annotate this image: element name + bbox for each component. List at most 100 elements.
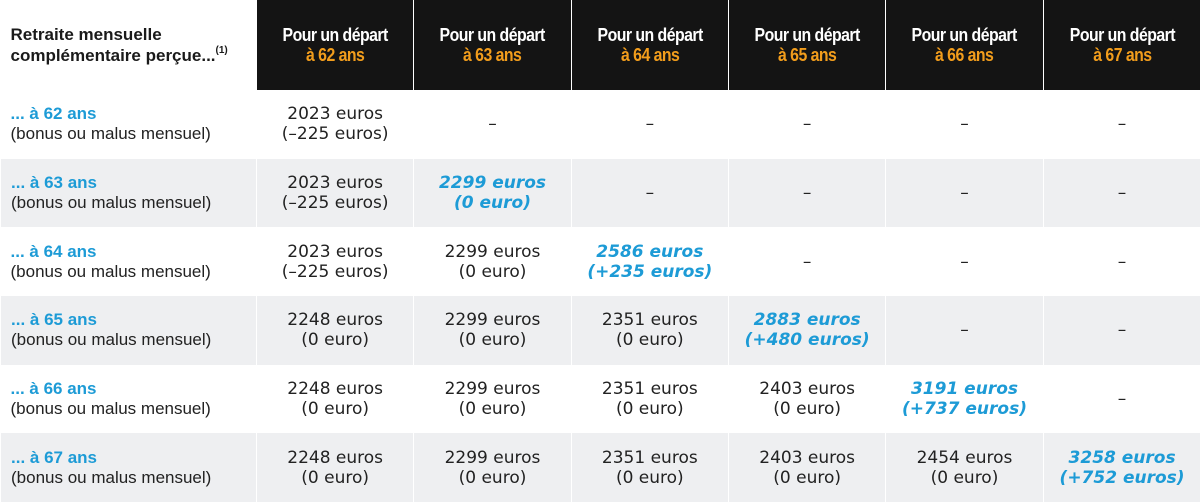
table-cell: 2023 euros (–225 euros): [255, 158, 414, 228]
corner-title-line2: complémentaire perçue...: [10, 46, 216, 65]
cell-dash: –: [645, 114, 655, 135]
cell-adjustment: (0 euro): [301, 398, 370, 419]
cell-adjustment: (0 euro): [615, 330, 684, 351]
table-cell-empty: –: [570, 158, 729, 228]
table-cell: 2023 euros (–225 euros): [255, 90, 414, 159]
row-label-note: (bonus ou malus mensuel): [10, 398, 211, 418]
cell-dash: –: [960, 320, 969, 341]
cell-amount: 2586 euros: [596, 241, 704, 262]
cell-amount: 2299 euros: [444, 241, 541, 262]
cell-adjustment: (–225 euros): [281, 192, 389, 213]
column-header-line1: Pour un départ: [754, 25, 861, 45]
row-label: ... à 66 ans (bonus ou malus mensuel): [1, 365, 257, 434]
column-header-67: Pour un départ à 67 ans: [1042, 0, 1200, 90]
cell-amount: 2248 euros: [287, 310, 384, 331]
table-cell-empty: –: [1042, 158, 1200, 228]
column-header-age: à 66 ans: [935, 45, 994, 65]
cell-adjustment: (+737 euros): [901, 398, 1027, 419]
table-cell-highlight: 2586 euros (+235 euros): [570, 227, 729, 296]
table-cell-empty: –: [413, 90, 572, 159]
table-cell-highlight: 3258 euros (+752 euros): [1042, 433, 1200, 502]
cell-adjustment: (0 euro): [458, 261, 527, 282]
cell-amount: 2023 euros: [287, 104, 384, 125]
cell-adjustment: (0 euro): [458, 398, 527, 419]
table-cell: 2248 euros (0 euro): [255, 433, 414, 502]
cell-amount: 2454 euros: [916, 447, 1013, 468]
row-label-age: ... à 66 ans: [10, 378, 97, 398]
cell-adjustment: (0 euro): [615, 467, 684, 488]
cell-amount: 2351 euros: [601, 310, 698, 331]
table-row: ... à 66 ans (bonus ou malus mensuel) 224…: [1, 364, 1200, 434]
footnote-marker: (1): [215, 45, 228, 57]
cell-adjustment: (0 euro): [301, 330, 370, 351]
column-header-age: à 63 ans: [463, 45, 522, 65]
cell-adjustment: (+480 euros): [744, 330, 870, 351]
table-cell: 2454 euros (0 euro): [885, 433, 1044, 502]
row-label-age: ... à 62 ans: [10, 104, 97, 124]
table-cell-empty: –: [727, 158, 886, 228]
cell-dash: –: [802, 251, 812, 272]
table-cell-highlight: 2299 euros (0 euro): [413, 158, 572, 228]
cell-adjustment: (0 euro): [458, 330, 527, 351]
cell-amount: 2023 euros: [287, 241, 384, 262]
cell-dash: –: [645, 182, 655, 203]
table-cell-empty: –: [885, 227, 1044, 296]
cell-amount: 2299 euros: [444, 447, 541, 468]
cell-adjustment: (–225 euros): [281, 261, 389, 282]
row-label: ... à 67 ans (bonus ou malus mensuel): [0, 433, 257, 502]
table-cell: 2403 euros (0 euro): [727, 433, 886, 502]
column-header-line1: Pour un départ: [439, 25, 546, 45]
cell-amount: 2403 euros: [759, 447, 856, 468]
table-cell: 2299 euros (0 euro): [413, 364, 572, 434]
row-label-age: ... à 65 ans: [11, 310, 97, 330]
table-cell-empty: –: [1042, 295, 1200, 365]
table-cell-empty: –: [727, 227, 886, 296]
table-row: ... à 65 ans (bonus ou malus mensuel) 224…: [0, 295, 1200, 365]
column-header-line1: Pour un départ: [597, 25, 703, 45]
cell-dash: –: [488, 114, 497, 135]
cell-adjustment: (+752 euros): [1059, 467, 1185, 488]
cell-amount: 2299 euros: [438, 172, 547, 193]
table-cell: 2351 euros (0 euro): [570, 433, 729, 502]
corner-title-line1: Retraite mensuelle: [10, 25, 162, 44]
column-header-age: à 67 ans: [1092, 45, 1152, 65]
cell-amount: 2248 euros: [287, 447, 384, 468]
column-header-age: à 65 ans: [777, 45, 837, 65]
header-row: Retraite mensuelle complémentaire perçue.…: [0, 0, 1200, 90]
corner-title: Retraite mensuelle complémentaire perçue.…: [11, 24, 257, 66]
table-cell-empty: –: [1042, 227, 1200, 296]
cell-dash: –: [960, 251, 969, 272]
cell-dash: –: [802, 114, 812, 135]
table-cell-empty: –: [885, 295, 1044, 365]
cell-adjustment: (+235 euros): [587, 261, 713, 282]
table-row: ... à 63 ans (bonus ou malus mensuel) 202…: [0, 158, 1200, 228]
table-cell: 2299 euros (0 euro): [413, 433, 572, 502]
table-cell-empty: –: [570, 90, 729, 159]
table-cell-empty: –: [1042, 364, 1200, 434]
table-cell-empty: –: [727, 90, 886, 159]
cell-dash: –: [1117, 182, 1127, 203]
row-label-note: (bonus ou malus mensuel): [11, 192, 212, 212]
column-header-age: à 62 ans: [306, 45, 365, 65]
cell-adjustment: (0 euro): [454, 192, 531, 213]
cell-amount: 2299 euros: [444, 310, 541, 331]
row-label: ... à 65 ans (bonus ou malus mensuel): [0, 295, 257, 365]
cell-amount: 2883 euros: [753, 310, 861, 331]
cell-amount: 3191 euros: [910, 378, 1018, 399]
table-cell: 2248 euros (0 euro): [255, 295, 414, 365]
table-cell: 2351 euros (0 euro): [570, 295, 729, 365]
cell-dash: –: [1117, 388, 1127, 409]
column-header-line1: Pour un départ: [1069, 25, 1175, 45]
row-label-age: ... à 63 ans: [11, 172, 97, 192]
cell-adjustment: (0 euro): [615, 398, 684, 419]
table-cell: 2351 euros (0 euro): [570, 364, 729, 434]
table-cell-empty: –: [885, 90, 1044, 159]
row-label-note: (bonus ou malus mensuel): [10, 261, 211, 281]
row-label: ... à 64 ans (bonus ou malus mensuel): [1, 227, 257, 296]
column-header-63: Pour un départ à 63 ans: [413, 0, 572, 90]
column-header-66: Pour un départ à 66 ans: [885, 0, 1044, 90]
table-row: ... à 64 ans (bonus ou malus mensuel) 202…: [1, 227, 1200, 296]
table-cell-empty: –: [1042, 90, 1200, 159]
column-header-64: Pour un départ à 64 ans: [570, 0, 729, 90]
row-label-note: (bonus ou malus mensuel): [11, 467, 212, 487]
